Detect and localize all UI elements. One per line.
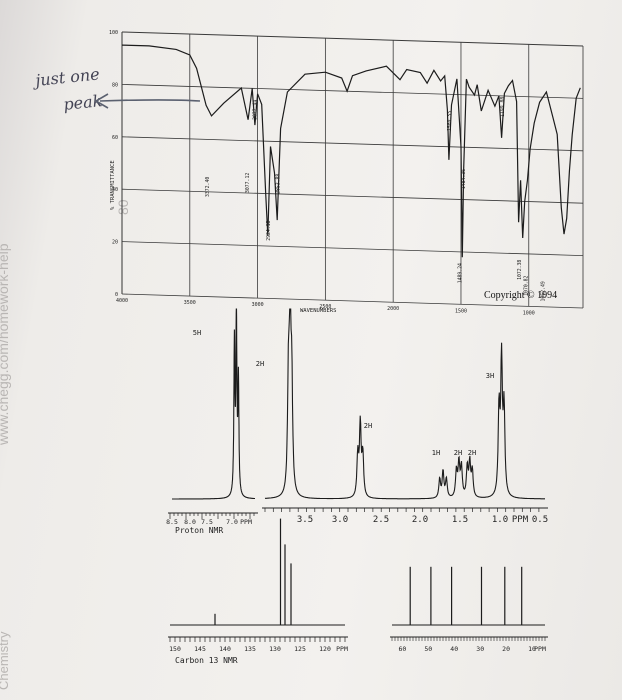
ir-gridline-h (121, 31, 584, 47)
handwritten-note-line2: peak (62, 91, 103, 114)
ir-gridline-h (121, 188, 584, 204)
ir-gridline-h (121, 136, 584, 152)
proton-nmr-tick-label: 0.5 (532, 515, 548, 525)
ir-peak-labels: 3372.40 3077.12 3022.44 2924.18 2853.88 1589.… (205, 97, 546, 302)
proton-nmr-trace-aliphatic (264, 308, 545, 500)
carbon-13-tick-label: 50 (424, 645, 432, 653)
proton-nmr-integration: 2H (468, 449, 476, 457)
carbon-13-tick-label: 40 (450, 645, 458, 653)
ir-spectrum: 100 80 60 40 20 0 4000 3500 3000 2500 2000 1500 100… (109, 30, 584, 316)
proton-nmr-tick-label: 7.0 (226, 518, 238, 526)
ir-x-ticks: 4000 3500 3000 2500 2000 1500 1000 (116, 298, 535, 316)
proton-nmr-tick-label: 8.0 (184, 518, 196, 526)
svg-text:Chemistry: Chemistry (0, 631, 11, 690)
carbon-13-tick-label: 125 (294, 645, 306, 653)
ir-peak-label: 1199.88 (500, 97, 506, 117)
proton-nmr-integration: 2H (256, 360, 264, 368)
ir-gridline-h (121, 84, 584, 99)
ir-grid (121, 31, 584, 309)
proton-nmr-integration: 3H (486, 372, 494, 380)
ir-peak-label: 3077.12 (245, 173, 251, 193)
ir-y-tick-label: 60 (112, 135, 118, 141)
ir-gridline-h (121, 293, 584, 309)
proton-nmr-tick-label: 2.0 (412, 515, 428, 525)
proton-nmr-tick-label: 2.5 (373, 515, 389, 525)
proton-nmr-integration: 2H (454, 449, 462, 457)
bleed-through-text: www.chegg.com/homework-help Chemistry 80 (0, 199, 131, 690)
svg-text:80: 80 (115, 199, 131, 215)
carbon-13-tick-label: 140 (219, 645, 231, 653)
ir-x-tick-label: 4000 (116, 298, 128, 304)
proton-nmr-integration-labels: 5H 2H 2H 1H 2H 2H 3H (193, 329, 494, 457)
ir-peak-label: 1062.49 (540, 281, 546, 301)
proton-nmr-integration: 2H (364, 422, 372, 430)
ir-peak-label: 2924.18 (266, 220, 272, 240)
ir-x-axis-label: WAVENUMBERS (300, 308, 336, 314)
ir-x-tick-label: 2000 (387, 306, 399, 312)
ir-spectrum-line (121, 44, 581, 258)
proton-nmr-tick-label: 7.5 (201, 518, 213, 526)
proton-nmr-axis: 8.5 8.0 7.5 7.0 PPM 3.5 3.0 2.5 2.0 1.5 1.0 PPM 0.5 (166, 507, 548, 526)
carbon-13-tick-label: 30 (476, 645, 484, 653)
handwritten-annotation: just one peak (31, 64, 201, 114)
carbon-13-tick-label: 130 (269, 645, 281, 653)
proton-nmr-tick-label: 1.0 (492, 515, 508, 525)
svg-text:www.chegg.com/homework-help: www.chegg.com/homework-help (0, 243, 11, 446)
carbon-13-tick-label: 145 (194, 645, 206, 653)
ir-y-tick-label: 0 (115, 292, 118, 298)
handwritten-arrowhead (94, 93, 109, 109)
proton-nmr-tick-label: 1.5 (452, 515, 468, 525)
proton-nmr-trace-aromatic (172, 308, 255, 500)
carbon-13-title: Carbon 13 NMR (175, 656, 238, 665)
ir-peak-label: 1589.55 (447, 111, 453, 131)
ir-peak-label: 2853.88 (276, 174, 282, 194)
ir-peak-label: 1070.82 (523, 275, 529, 295)
ir-y-tick-label: 100 (109, 30, 118, 36)
ir-peak-label: 1072.38 (517, 260, 523, 280)
handwritten-note-line1: just one (31, 64, 100, 90)
proton-nmr-tick-label: PPM (512, 515, 529, 525)
proton-nmr-title: Proton NMR (175, 526, 223, 535)
carbon-13-tick-label: 10 (528, 645, 536, 653)
ir-x-tick-label: 3000 (252, 302, 264, 308)
ir-y-tick-label: 40 (112, 187, 118, 193)
carbon-13-peaks (170, 518, 545, 626)
copyright-text: Copyright © 1994 (484, 290, 557, 301)
ir-gridline-h (121, 241, 584, 256)
ir-x-tick-label: 1500 (455, 308, 467, 314)
handwritten-arrow (99, 99, 201, 102)
ir-peak-label: 3372.40 (205, 177, 211, 197)
ir-peak-label: 3022.44 (253, 100, 259, 120)
carbon-13-tick-label: PPM (336, 645, 348, 653)
proton-nmr-integration: 1H (432, 449, 440, 457)
ir-x-tick-label: 3500 (184, 300, 196, 306)
proton-nmr-tick-label: 3.5 (297, 515, 313, 525)
proton-nmr-tick-label: 8.5 (166, 518, 178, 526)
ir-y-axis-label: % TRANSMITTANCE (110, 160, 116, 210)
proton-nmr-tick-label: PPM (240, 518, 252, 526)
proton-nmr: 8.5 8.0 7.5 7.0 PPM 3.5 3.0 2.5 2.0 1.5 1.0 PPM 0.5 … (166, 308, 548, 535)
carbon-13-tick-label: 20 (502, 645, 510, 653)
ir-peak-label: 1484.36 (461, 169, 467, 189)
carbon-13-tick-label: 150 (169, 645, 181, 653)
ir-y-tick-label: 80 (112, 82, 118, 88)
ir-x-tick-label: 2500 (319, 304, 331, 310)
proton-nmr-integration: 5H (193, 329, 201, 337)
proton-nmr-tick-label: 3.0 (332, 515, 348, 525)
carbon-13-nmr: 150 145 140 135 130 125 120 PPM 60 50 40 30 20 10PPM … (168, 518, 548, 665)
carbon-13-tick-label: 120 (319, 645, 331, 653)
carbon-13-tick-label: 135 (244, 645, 256, 653)
ir-y-tick-label: 20 (112, 240, 118, 246)
ir-y-ticks: 100 80 60 40 20 0 (109, 30, 118, 298)
carbon-13-tick-label: 60 (398, 645, 406, 653)
carbon-13-tick-label: PPM (534, 645, 546, 653)
ir-peak-label: 1489.24 (458, 263, 464, 283)
ir-x-tick-label: 1000 (523, 310, 535, 316)
